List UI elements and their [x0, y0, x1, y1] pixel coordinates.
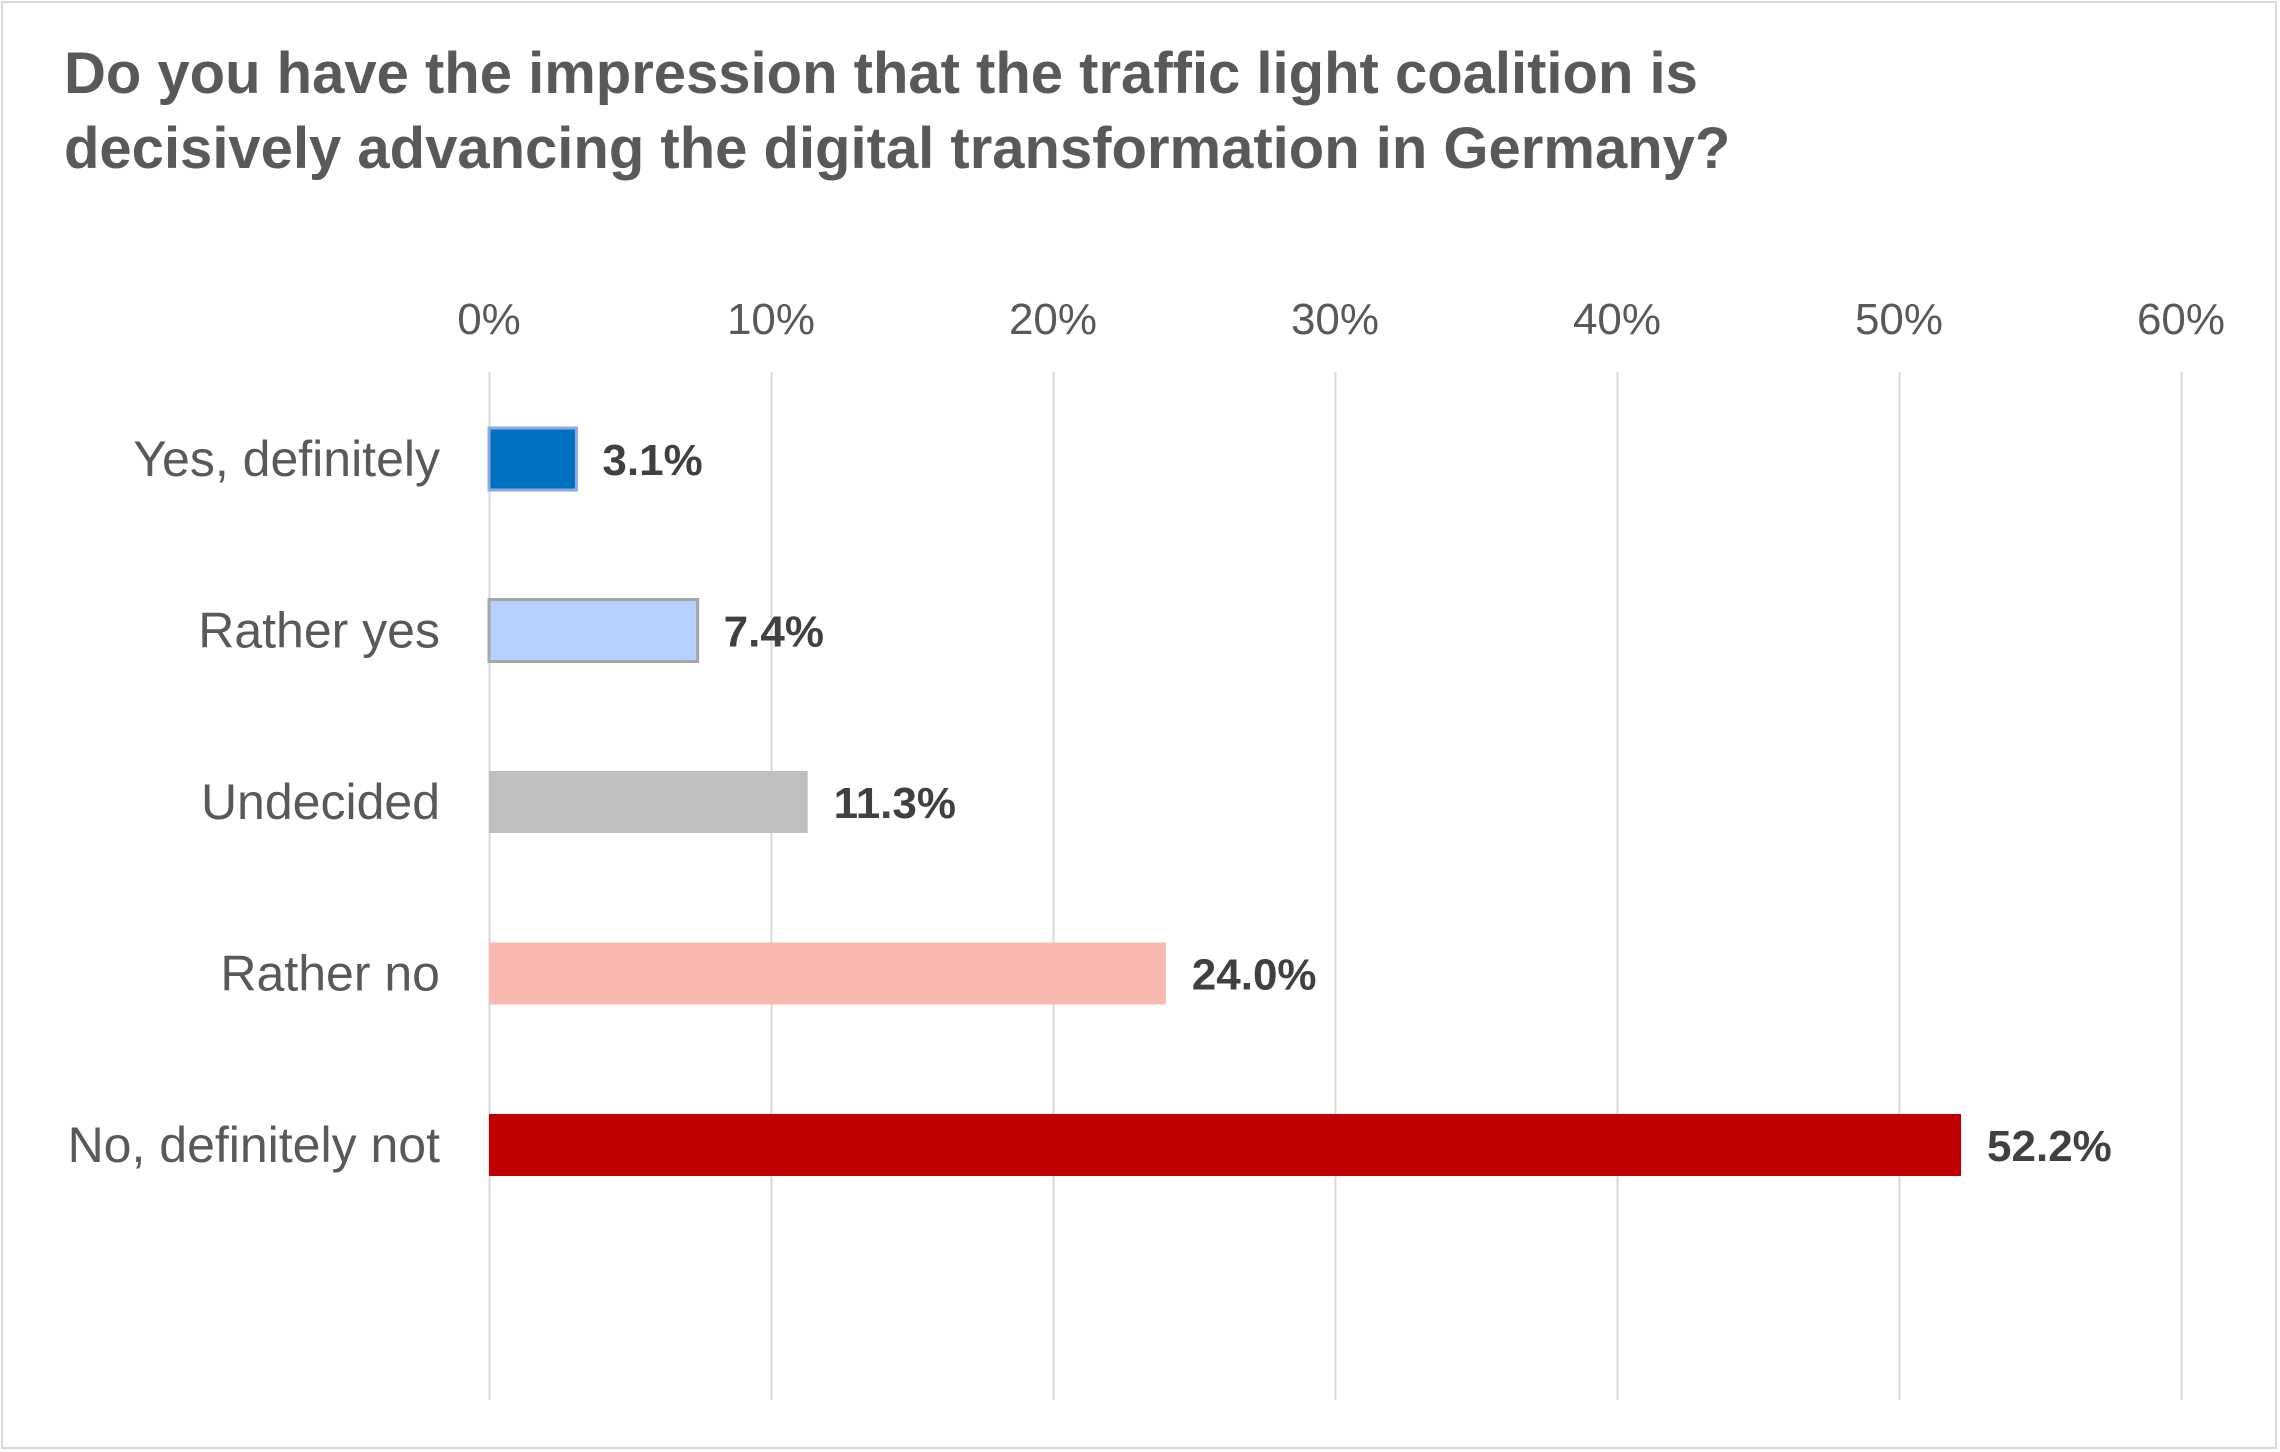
x-tick-label: 20%: [1009, 295, 1097, 344]
value-label: 24.0%: [1192, 951, 1317, 1000]
bar-undecided: [489, 771, 808, 833]
category-labels: Yes, definitely Rather yes Undecided Rather…: [68, 431, 441, 1173]
x-tick-label: 30%: [1291, 295, 1379, 344]
bar-yes-definitely: [487, 426, 578, 492]
x-axis-tick-labels: 0% 10% 20% 30% 40% 50% 60%: [457, 295, 2225, 344]
category-label: Yes, definitely: [133, 431, 440, 487]
x-tick-label: 0%: [457, 295, 521, 344]
bar-rather-no: [489, 942, 1166, 1005]
category-label: Rather no: [220, 946, 440, 1002]
category-label: Rather yes: [198, 603, 440, 659]
value-label: 11.3%: [834, 779, 956, 828]
x-tick-label: 50%: [1855, 295, 1943, 344]
category-label: No, definitely not: [68, 1117, 441, 1173]
bar-no-definitely-not: [489, 1114, 1962, 1176]
value-label: 3.1%: [602, 436, 702, 485]
x-tick-label: 60%: [2137, 295, 2225, 344]
chart-title: Do you have the impression that the traf…: [64, 41, 1731, 181]
bars: [487, 426, 1962, 1176]
value-label: 7.4%: [724, 608, 824, 657]
x-tick-label: 10%: [727, 295, 815, 344]
x-tick-label: 40%: [1573, 295, 1661, 344]
category-label: Undecided: [201, 774, 440, 830]
value-label: 52.2%: [1987, 1122, 2112, 1171]
bar-rather-yes: [487, 598, 700, 663]
gridlines: [488, 372, 2183, 1400]
value-labels: 3.1% 7.4% 11.3% 24.0% 52.2%: [602, 436, 2111, 1171]
